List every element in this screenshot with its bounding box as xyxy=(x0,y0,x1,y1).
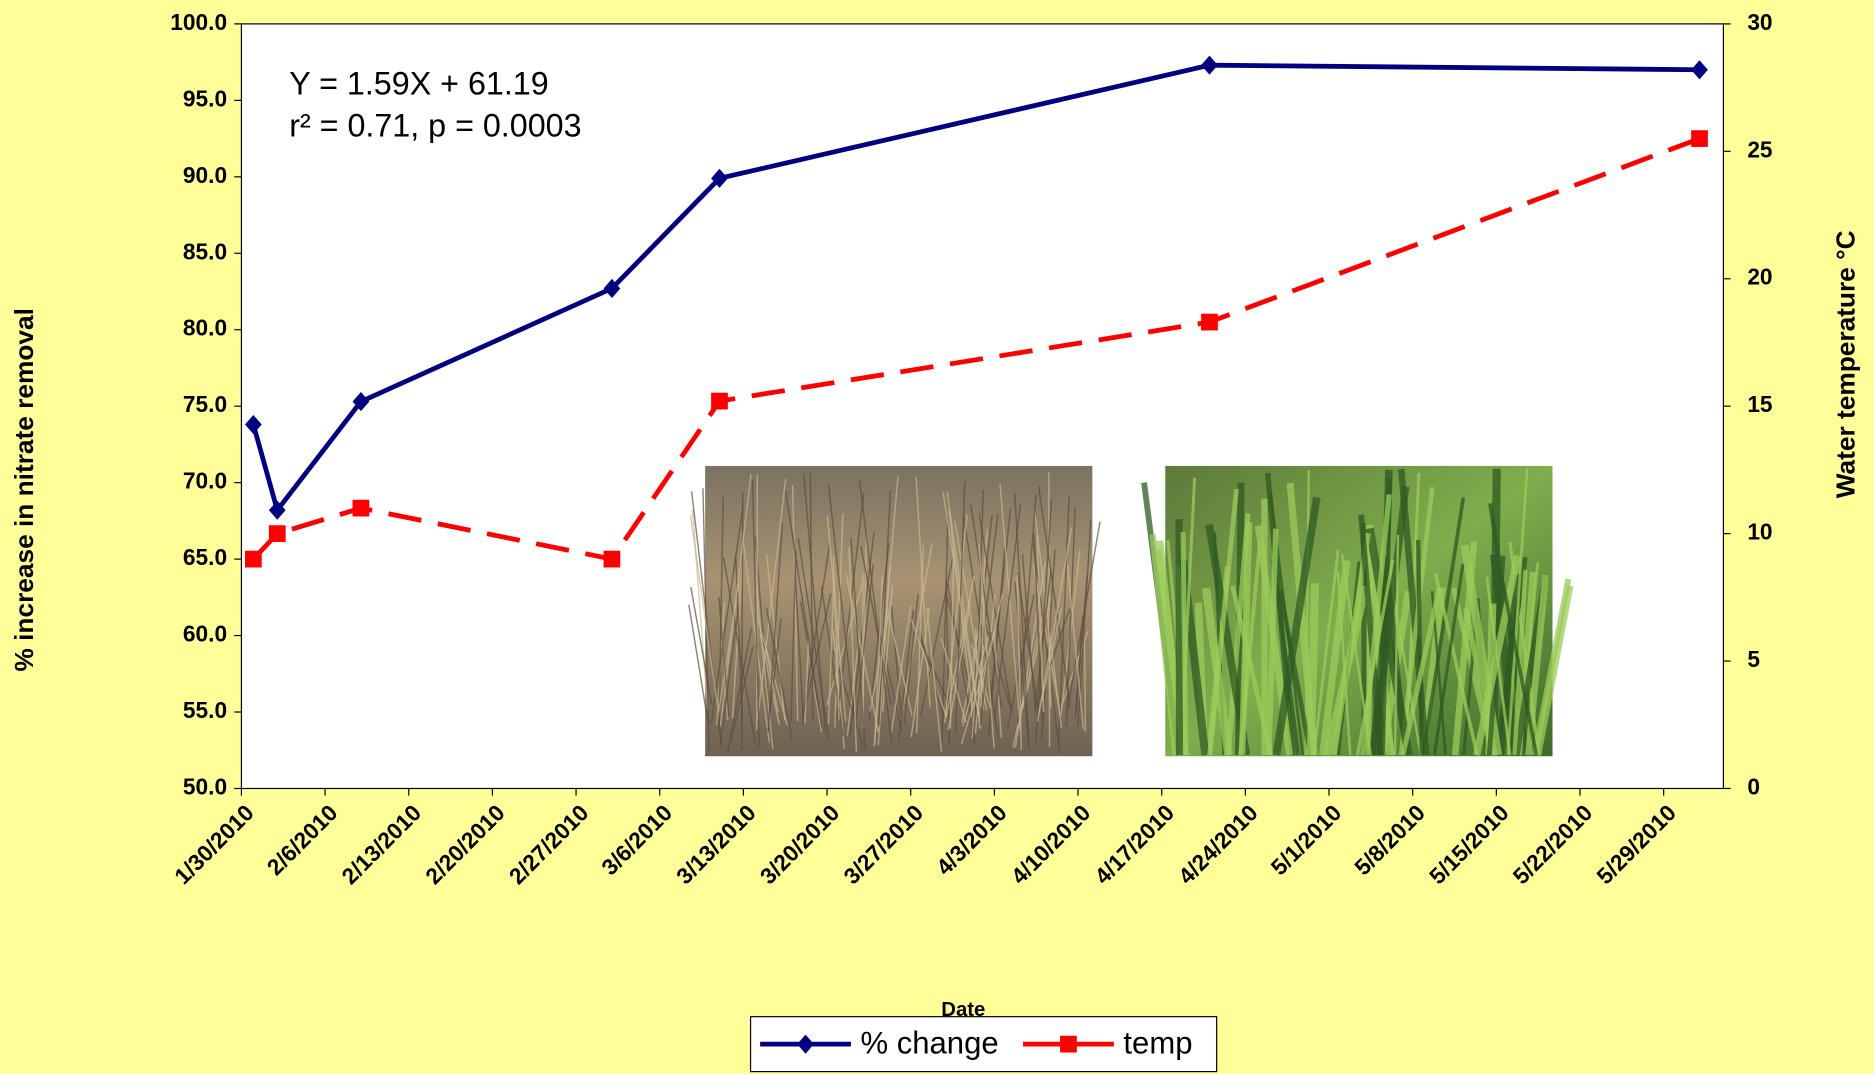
x-tick-label: 4/3/2010 xyxy=(931,799,1012,880)
y-tick-label: 65.0 xyxy=(183,544,227,570)
x-tick-label: 2/27/2010 xyxy=(504,799,594,889)
photo-texture xyxy=(1085,643,1086,731)
marker xyxy=(1691,130,1708,147)
y-tick-label: 80.0 xyxy=(183,315,227,341)
y2-tick-label: 25 xyxy=(1747,136,1772,162)
marker xyxy=(245,551,262,568)
y2-tick-label: 30 xyxy=(1747,9,1772,35)
y2-tick-label: 20 xyxy=(1747,264,1772,290)
legend-label: temp xyxy=(1123,1026,1192,1061)
x-tick-label: 2/20/2010 xyxy=(420,799,510,889)
y-tick-label: 55.0 xyxy=(183,697,227,723)
y2-tick-label: 5 xyxy=(1747,646,1760,672)
x-tick-label: 4/10/2010 xyxy=(1006,799,1096,889)
x-tick-label: 3/13/2010 xyxy=(671,799,761,889)
y-tick-label: 100.0 xyxy=(170,9,227,35)
x-tick-label: 5/15/2010 xyxy=(1424,799,1514,889)
x-tick-label: 3/27/2010 xyxy=(838,799,928,889)
marker xyxy=(711,393,728,410)
x-tick-label: 2/13/2010 xyxy=(336,799,426,889)
photo-texture xyxy=(1183,532,1186,755)
x-tick-label: 4/17/2010 xyxy=(1089,799,1179,889)
y2-tick-label: 10 xyxy=(1747,519,1772,545)
legend-label: % change xyxy=(861,1026,999,1061)
x-tick-label: 5/29/2010 xyxy=(1591,799,1681,889)
x-tick-label: 5/22/2010 xyxy=(1508,799,1598,889)
y2-tick-label: 0 xyxy=(1747,773,1760,799)
marker xyxy=(353,500,370,517)
x-tick-label: 5/1/2010 xyxy=(1265,799,1346,880)
x-tick-label: 5/8/2010 xyxy=(1349,799,1430,880)
annotation: Y = 1.59X + 61.19 xyxy=(289,66,548,102)
x-tick-label: 4/24/2010 xyxy=(1173,799,1263,889)
y-tick-label: 85.0 xyxy=(183,238,227,264)
y-tick-label: 60.0 xyxy=(183,621,227,647)
marker xyxy=(604,551,621,568)
x-tick-label: 2/6/2010 xyxy=(262,799,343,880)
page: Y = 1.59X + 61.19 r² = 0.71, p = 0.0003 … xyxy=(0,0,1874,1074)
photo-texture xyxy=(1049,472,1050,747)
y-tick-label: 70.0 xyxy=(183,468,227,494)
y2-axis-title: Water temperature °C xyxy=(1831,230,1861,498)
annotation: r² = 0.71, p = 0.0003 xyxy=(289,107,581,143)
chart: Y = 1.59X + 61.19 r² = 0.71, p = 0.0003 … xyxy=(0,0,1874,1074)
y-tick-label: 50.0 xyxy=(183,773,227,799)
y-tick-label: 90.0 xyxy=(183,162,227,188)
y-tick-label: 95.0 xyxy=(183,85,227,111)
x-tick-label: 3/6/2010 xyxy=(596,799,677,880)
marker xyxy=(1060,1036,1077,1053)
marker xyxy=(269,525,286,542)
x-tick-label: 3/20/2010 xyxy=(755,799,845,889)
marker xyxy=(1201,314,1218,331)
y-tick-label: 75.0 xyxy=(183,391,227,417)
x-tick-label: 1/30/2010 xyxy=(169,799,259,889)
y2-tick-label: 15 xyxy=(1747,391,1772,417)
y-axis-title: % increase in nitrate removal xyxy=(9,308,39,671)
